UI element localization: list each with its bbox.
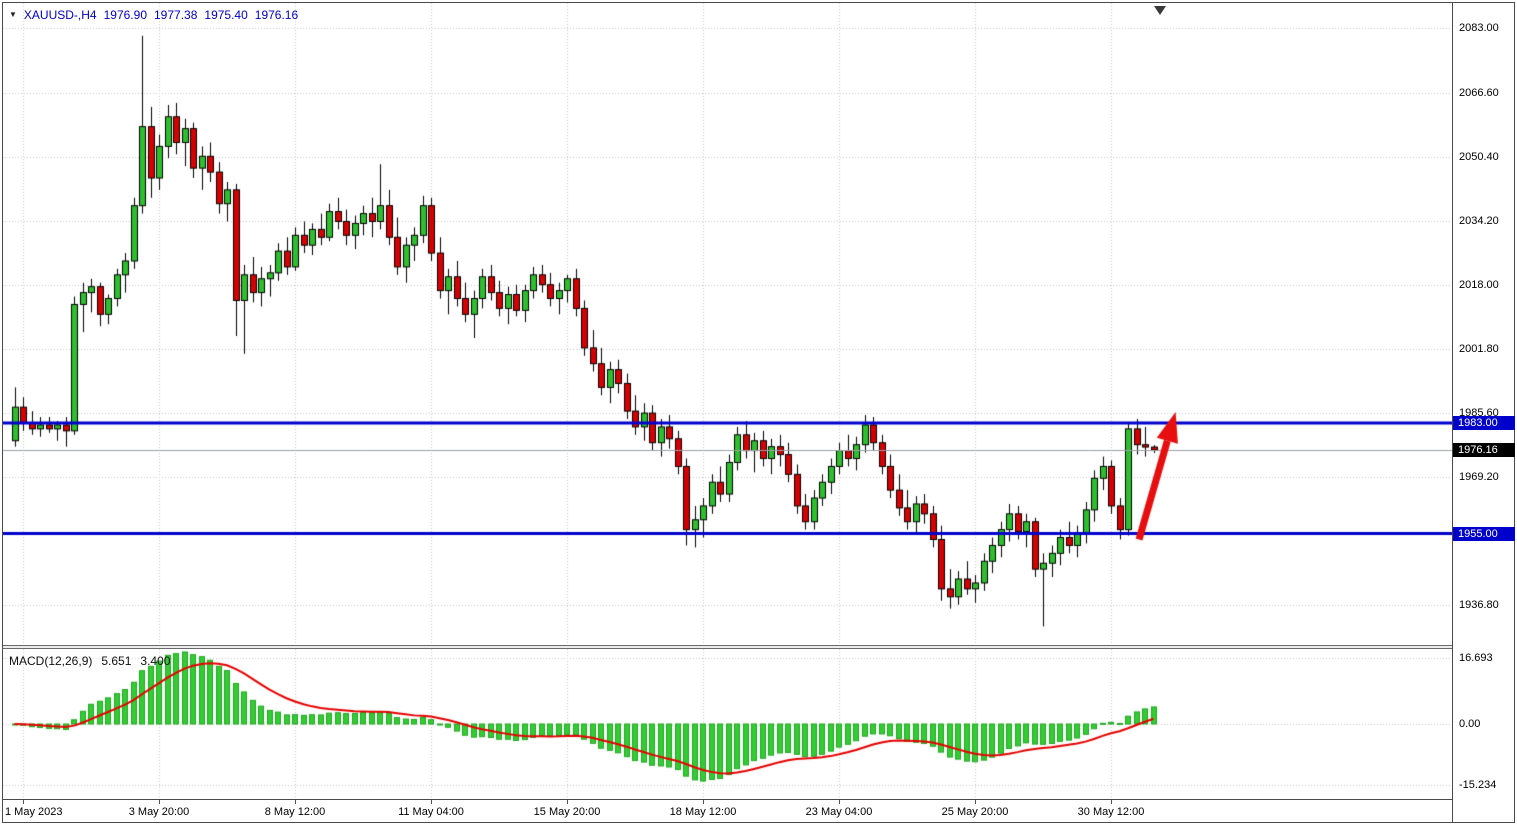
price-axis-label: 2050.40 bbox=[1459, 151, 1499, 163]
price-axis-label: 2034.20 bbox=[1459, 215, 1499, 227]
ohlc-open-value: 1976.90 bbox=[103, 8, 147, 22]
macd-axis-label: -15.234 bbox=[1459, 779, 1497, 791]
time-axis[interactable]: 1 May 2023 3 May 20:00 8 May 12:00 11 May 0… bbox=[3, 799, 1452, 822]
time-axis-tick bbox=[839, 800, 840, 804]
ohlc-close-value: 1976.16 bbox=[254, 8, 299, 22]
macd-signal-value: 3.400 bbox=[140, 654, 171, 668]
macd-indicator-canvas[interactable] bbox=[3, 649, 1452, 799]
macd-main-value: 5.651 bbox=[101, 654, 132, 668]
time-axis-label: 11 May 04:00 bbox=[398, 806, 464, 818]
time-axis-label: 25 May 20:00 bbox=[941, 806, 1009, 818]
time-axis-label: 15 May 20:00 bbox=[533, 806, 601, 818]
price-axis-label: 2018.00 bbox=[1459, 279, 1499, 291]
level-price-label[interactable]: 1983.00 bbox=[1453, 416, 1515, 430]
time-axis-tick bbox=[1111, 800, 1112, 804]
time-axis-label: 23 May 04:00 bbox=[805, 806, 873, 818]
price-axis-label: 2066.60 bbox=[1459, 87, 1499, 99]
time-axis-label: 18 May 12:00 bbox=[669, 806, 737, 818]
time-axis-tick bbox=[975, 800, 976, 804]
price-axis-label: 1969.20 bbox=[1459, 471, 1499, 483]
level-price-label[interactable]: 1955.00 bbox=[1453, 527, 1515, 541]
candlestick-chart-canvas[interactable] bbox=[3, 3, 1452, 645]
time-axis-label: 8 May 12:00 bbox=[264, 806, 326, 818]
time-axis-tick bbox=[431, 800, 432, 804]
macd-indicator-label: MACD(12,26,9) 5.651 3.400 bbox=[9, 654, 170, 668]
ohlc-high-value: 1977.38 bbox=[154, 8, 198, 22]
price-axis-label: 1936.80 bbox=[1459, 599, 1499, 611]
macd-axis-label: 16.693 bbox=[1459, 652, 1493, 664]
current-price-label: 1976.16 bbox=[1453, 443, 1515, 457]
symbol-timeframe-label: XAUUSD-,H4 bbox=[23, 8, 97, 22]
time-axis-label: 30 May 12:00 bbox=[1077, 806, 1145, 818]
macd-name: MACD(12,26,9) bbox=[9, 654, 93, 668]
macd-axis-label: 0.00 bbox=[1459, 718, 1481, 730]
price-axis[interactable]: 2083.00 2066.60 2050.40 2034.20 2018.00 2001.… bbox=[1452, 3, 1515, 822]
time-axis-tick bbox=[295, 800, 296, 804]
panel-divider[interactable] bbox=[3, 645, 1452, 649]
time-axis-label: 1 May 2023 bbox=[5, 806, 63, 818]
chart-shift-marker-icon[interactable] bbox=[1154, 6, 1166, 15]
price-axis-label: 2001.80 bbox=[1459, 343, 1499, 355]
chart-title: ▼ XAUUSD-,H4 1976.90 1977.38 1975.40 197… bbox=[9, 8, 298, 22]
time-axis-label: 3 May 20:00 bbox=[128, 806, 190, 818]
time-axis-tick bbox=[23, 800, 24, 804]
time-axis-tick bbox=[703, 800, 704, 804]
time-axis-tick bbox=[159, 800, 160, 804]
price-axis-label: 2083.00 bbox=[1459, 22, 1499, 34]
time-axis-tick bbox=[567, 800, 568, 804]
symbol-dropdown-icon[interactable]: ▼ bbox=[9, 10, 17, 19]
ohlc-low-value: 1975.40 bbox=[204, 8, 248, 22]
